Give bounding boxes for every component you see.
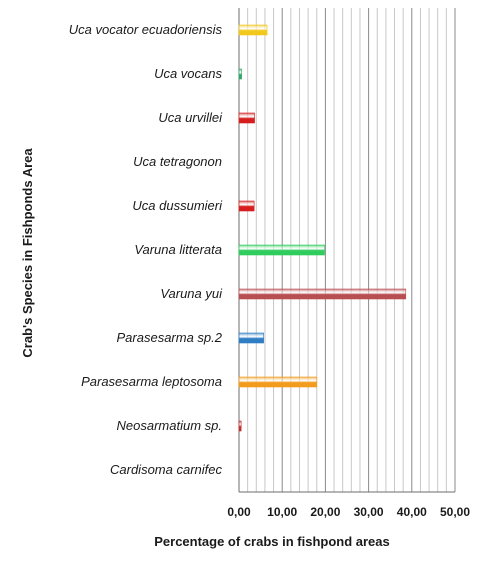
x-tick-label: 20,00 [310, 505, 340, 519]
bar [238, 420, 242, 432]
category-labels: Cardisoma carnifec Neosarmatium sp. Parase… [69, 22, 223, 477]
bar [238, 332, 264, 344]
category-label: Varuna litterata [134, 242, 222, 257]
x-tick-labels: 0,00 10,00 20,00 30,00 40,00 50,00 [227, 505, 470, 519]
bar [238, 200, 255, 212]
x-tick-label: 50,00 [440, 505, 470, 519]
x-tick-label: 30,00 [354, 505, 384, 519]
category-label: Parasesarma leptosoma [81, 374, 222, 389]
bar [238, 376, 318, 388]
category-label: Uca vocans [154, 66, 222, 81]
bar [238, 68, 242, 80]
x-tick-label: 40,00 [397, 505, 427, 519]
bar [238, 244, 325, 256]
grid-lines [238, 8, 456, 493]
category-label: Uca dussumieri [132, 198, 223, 213]
x-tick-label: 0,00 [227, 505, 251, 519]
category-label: Parasesarma sp.2 [117, 330, 223, 345]
category-label: Varuna yui [160, 286, 223, 301]
category-label: Uca vocator ecuadoriensis [69, 22, 223, 37]
bar [238, 288, 407, 300]
category-label: Uca tetragonon [133, 154, 222, 169]
category-label: Neosarmatium sp. [117, 418, 222, 433]
x-tick-label: 10,00 [267, 505, 297, 519]
bar [238, 24, 268, 36]
bar [238, 112, 255, 124]
bars [238, 24, 407, 432]
x-axis-title: Percentage of crabs in fishpond areas [154, 534, 390, 549]
category-label: Uca urvillei [158, 110, 223, 125]
category-label: Cardisoma carnifec [110, 462, 222, 477]
y-axis-title: Crab's Species in Fishponds Area [20, 148, 35, 358]
